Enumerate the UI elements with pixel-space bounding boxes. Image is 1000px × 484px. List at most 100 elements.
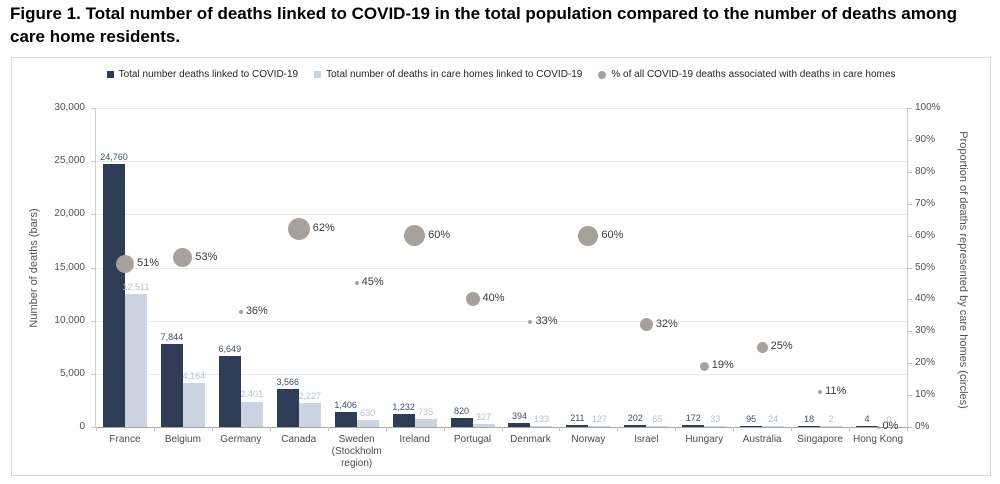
bar-total-singapore [798,426,821,427]
x-axis-label-israel: Israel [634,434,659,445]
x-axis-tick [617,427,619,431]
bar-total-value-france: 24,760 [100,151,128,162]
bar-total-belgium [160,343,183,427]
x-axis-tick [269,427,271,431]
y-axis-tick-label-left: 5,000 [59,367,85,379]
y-axis-tick-label-right: 30% [915,325,936,337]
bar-total-sweden-stockholm [334,412,357,427]
y-axis-tick-label-right: 10% [915,389,936,401]
y-axis-tick-right [907,267,912,269]
pct-label-denmark: 33% [535,314,558,327]
bar-care-value-canada: 2,227 [298,391,322,402]
x-axis-label-portugal: Portugal [453,434,492,445]
y-axis-tick-label-left: 15,000 [54,261,85,273]
bar-care-portugal [472,423,495,427]
bar-care-sweden-stockholm [356,420,379,427]
y-axis-tick-label-right: 90% [915,133,936,145]
bar-care-ireland [414,419,437,427]
x-axis-tick [153,427,155,431]
bar-care-singapore [820,426,843,427]
gray-circle-legend-marker [598,70,607,79]
x-axis-label-canada: Canada [281,434,317,445]
pct-bubble-france [115,255,134,274]
pct-label-norway: 60% [601,228,624,241]
bar-total-value-ireland: 1,232 [392,401,415,412]
y-axis-tick-left [91,320,96,322]
bar-care-value-australia: 24 [768,414,779,424]
pct-bubble-sweden-stockholm [354,281,359,286]
y-axis-tick-label-left: 20,000 [54,208,85,220]
pct-bubble-ireland [404,225,426,247]
y-axis-tick-right [907,171,912,173]
bar-total-ireland [392,413,415,427]
bar-care-value-ireland: 735 [418,407,434,418]
bar-care-value-france: 12,511 [122,281,150,292]
bar-care-canada [298,403,321,427]
y-axis-tick-label-right: 40% [915,293,936,305]
pct-label-hungary: 19% [711,359,734,372]
plot-area: 0 5,000 10,000 15,000 20,000 25,000 30,000 0% 10… [54,102,940,469]
y-axis-tick-right [907,395,912,397]
y-axis-tick-label-left: 30,000 [54,102,85,113]
bar-care-value-singapore: 2 [828,414,834,424]
legend: Total number deaths linked to COVID-19 T… [12,69,990,80]
pct-label-singapore: 11% [825,384,847,397]
legend-item-pct-care-home: % of all COVID-19 deaths associated with… [598,69,895,80]
x-axis-tick [385,427,387,431]
light-square-legend-marker [314,71,322,78]
bar-total-hungary [682,425,705,427]
pct-bubble-canada [287,218,310,241]
y-axis-tick-right [907,203,912,205]
y-axis-tick-label-right: 70% [915,197,936,209]
y-axis-tick-left [91,108,96,109]
y-axis-tick-label-right: 50% [915,261,936,273]
x-axis-tick [791,427,793,431]
x-axis-label-norway: Norway [571,434,606,445]
bar-total-value-singapore: 18 [804,414,815,424]
bar-care-value-israel: 65 [652,414,663,424]
pct-label-portugal: 40% [482,292,505,305]
x-axis-tick [443,427,445,431]
y-axis-tick-left [91,161,96,163]
gridline [96,267,907,269]
y-axis-tick-left [91,214,96,216]
dark-square-legend-marker [106,71,114,78]
y-axis-tick-label-right: 60% [915,229,936,241]
legend-label: Total number of deaths in care homes lin… [326,69,583,80]
legend-label: Total number deaths linked to COVID-19 [118,69,299,80]
bar-total-israel [624,424,647,427]
x-axis-tick [733,427,735,431]
y-axis-title-right: Proportion of deaths represented by care… [957,131,969,409]
x-axis-tick [211,427,213,431]
pct-bubble-belgium [173,248,193,268]
bar-total-value-portugal: 820 [454,406,470,417]
y-axis-tick-label-right: 80% [915,165,936,177]
x-axis-tick [849,427,851,431]
bar-care-value-denmark: 133 [533,413,549,424]
x-axis-label-sweden-stockholm: Sweden (Stockholm region) [331,434,382,469]
y-axis-tick-left [91,427,96,428]
x-axis-tick [675,427,677,431]
pct-label-belgium: 53% [195,250,218,263]
bar-total-portugal [450,418,473,427]
pct-label-australia: 25% [770,340,793,353]
bar-total-value-canada: 3,566 [276,377,300,388]
x-axis-tick [501,427,503,431]
pct-bubble-israel [639,318,653,332]
bar-total-hong-kong [856,426,879,427]
y-axis-tick-right [907,363,912,365]
x-axis-label-hong-kong: Hong Kong [853,434,904,445]
bar-care-hungary [704,426,727,427]
legend-item-care-home-deaths: Total number of deaths in care homes lin… [314,69,582,80]
bar-total-australia [740,426,763,427]
bar-total-value-norway: 211 [570,412,585,423]
gridline [96,373,907,375]
bar-total-canada [276,389,299,427]
y-axis-tick-label-left: 0 [79,421,85,432]
x-axis-label-denmark: Denmark [510,434,551,445]
x-axis-tick [96,427,97,431]
y-axis-tick-right [907,235,912,237]
x-axis-label-australia: Australia [742,434,782,445]
bar-care-value-hungary: 33 [710,414,721,424]
bar-care-value-sweden-stockholm: 630 [360,408,376,419]
